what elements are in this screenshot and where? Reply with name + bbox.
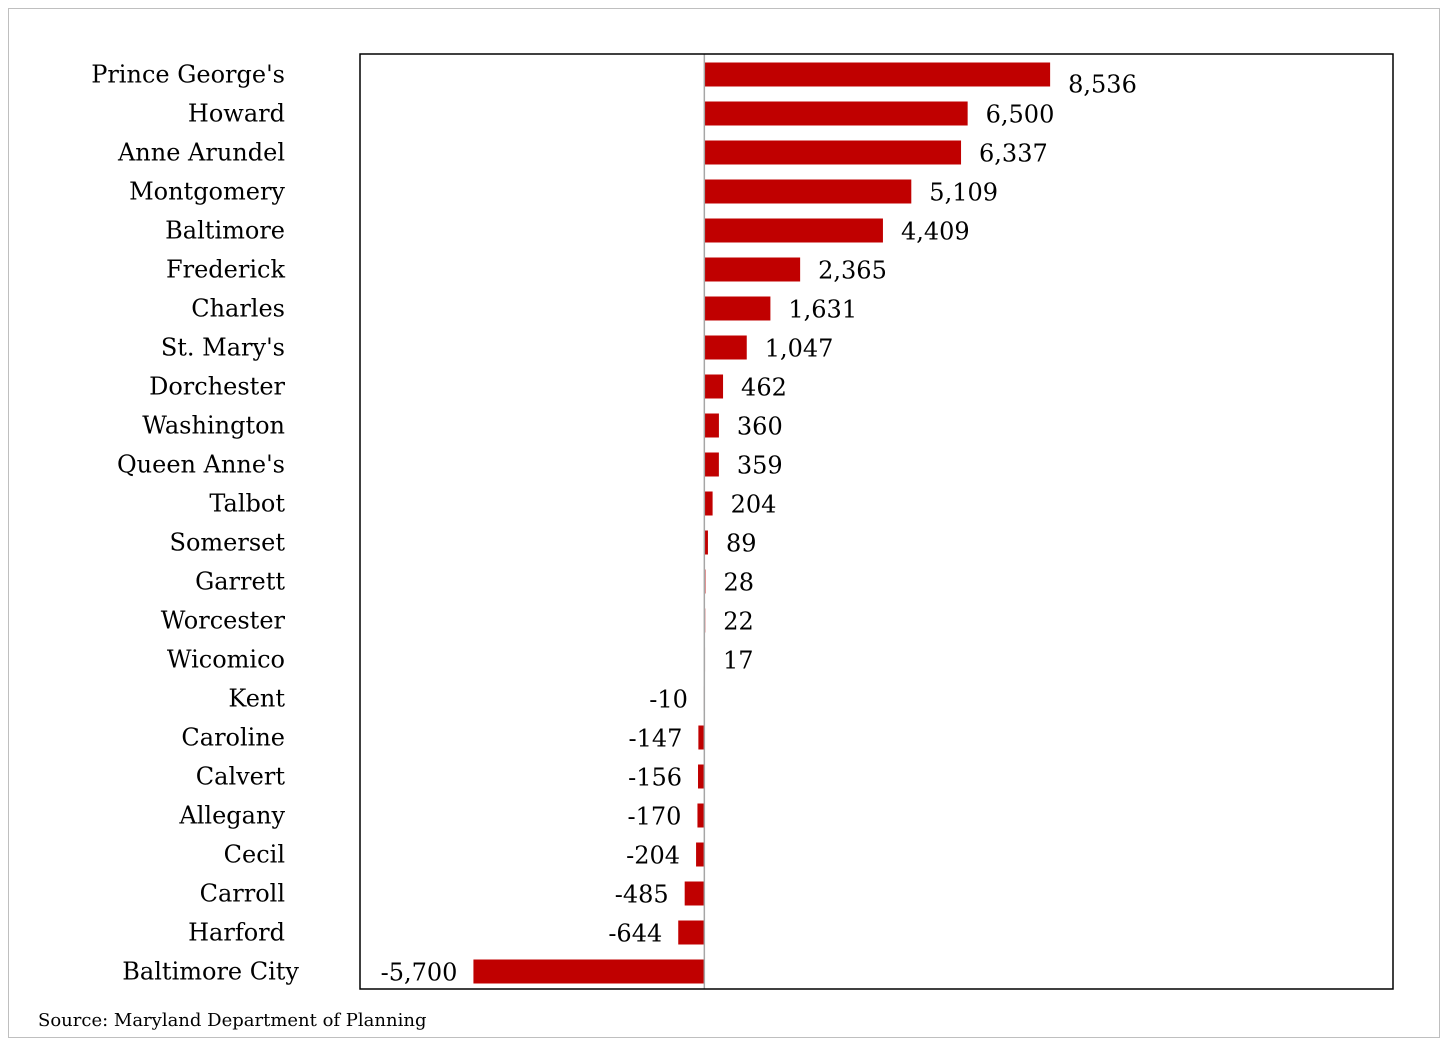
category-label: St. Mary's [161,334,285,362]
value-label: 28 [723,569,754,597]
value-label: 359 [737,452,783,480]
value-label: 5,109 [929,179,998,207]
bar [704,335,747,360]
value-label: -156 [628,764,682,792]
category-label: Howard [188,100,285,128]
category-label: Queen Anne's [117,451,285,479]
category-label: Somerset [170,529,286,557]
category-label: Anne Arundel [117,139,285,167]
value-label: 2,365 [818,257,887,285]
value-label: 8,536 [1068,71,1137,99]
bars-layer [473,62,1051,984]
category-label: Cecil [224,841,285,869]
bar [704,218,883,243]
bar [473,959,705,984]
value-label: 462 [741,374,787,402]
plot-area-border [359,53,1394,990]
bar [704,101,968,126]
bar [697,803,705,828]
value-label: -5,700 [381,959,458,987]
value-label: -485 [615,881,669,909]
bar [698,764,705,789]
bar [678,920,705,945]
category-label: Caroline [181,724,285,752]
category-label: Harford [188,919,285,947]
category-label: Carroll [200,880,285,908]
value-label: -10 [649,686,688,714]
category-label: Wicomico [167,646,285,674]
bar [698,725,705,750]
bar [704,530,708,555]
value-label: 6,337 [979,140,1048,168]
category-label: Prince George's [91,61,285,89]
category-label: Worcester [161,607,286,635]
bar [704,413,719,438]
value-label: 22 [723,608,754,636]
value-label: 17 [723,647,754,675]
bar [704,374,724,399]
value-label: -170 [628,803,682,831]
category-labels: Prince George's Howard Anne Arundel Montgom… [91,61,299,986]
value-label: 1,047 [765,335,834,363]
bar [704,296,771,321]
category-label: Kent [228,685,285,713]
bar [704,452,719,477]
value-label: 4,409 [901,218,970,246]
category-label: Baltimore [165,217,285,245]
value-label: 204 [731,491,777,519]
source-note: Source: Maryland Department of Planning [38,1010,427,1031]
value-label: 6,500 [986,101,1055,129]
category-label: Dorchester [149,373,285,401]
bar [704,140,962,165]
value-label: 89 [726,530,757,558]
bar [684,881,705,906]
bar [704,62,1051,87]
value-label: -204 [626,842,680,870]
category-label: Washington [142,412,285,440]
bar [704,257,801,282]
bar [704,179,912,204]
bar [704,491,713,516]
category-label: Talbot [209,490,285,518]
value-label: -644 [608,920,662,948]
category-label: Garrett [195,568,285,596]
category-label: Frederick [166,256,285,284]
category-label: Charles [191,295,285,323]
category-label: Allegany [178,802,285,830]
category-label: Baltimore City [122,958,299,986]
category-label: Montgomery [129,178,285,206]
category-label: Calvert [196,763,286,791]
value-label: -147 [628,725,682,753]
value-label: 1,631 [788,296,857,324]
value-labels: 8,536 6,500 6,337 5,109 4,409 2,365 1,631 1,047… [381,71,1137,987]
value-label: 360 [737,413,783,441]
bar [696,842,705,867]
